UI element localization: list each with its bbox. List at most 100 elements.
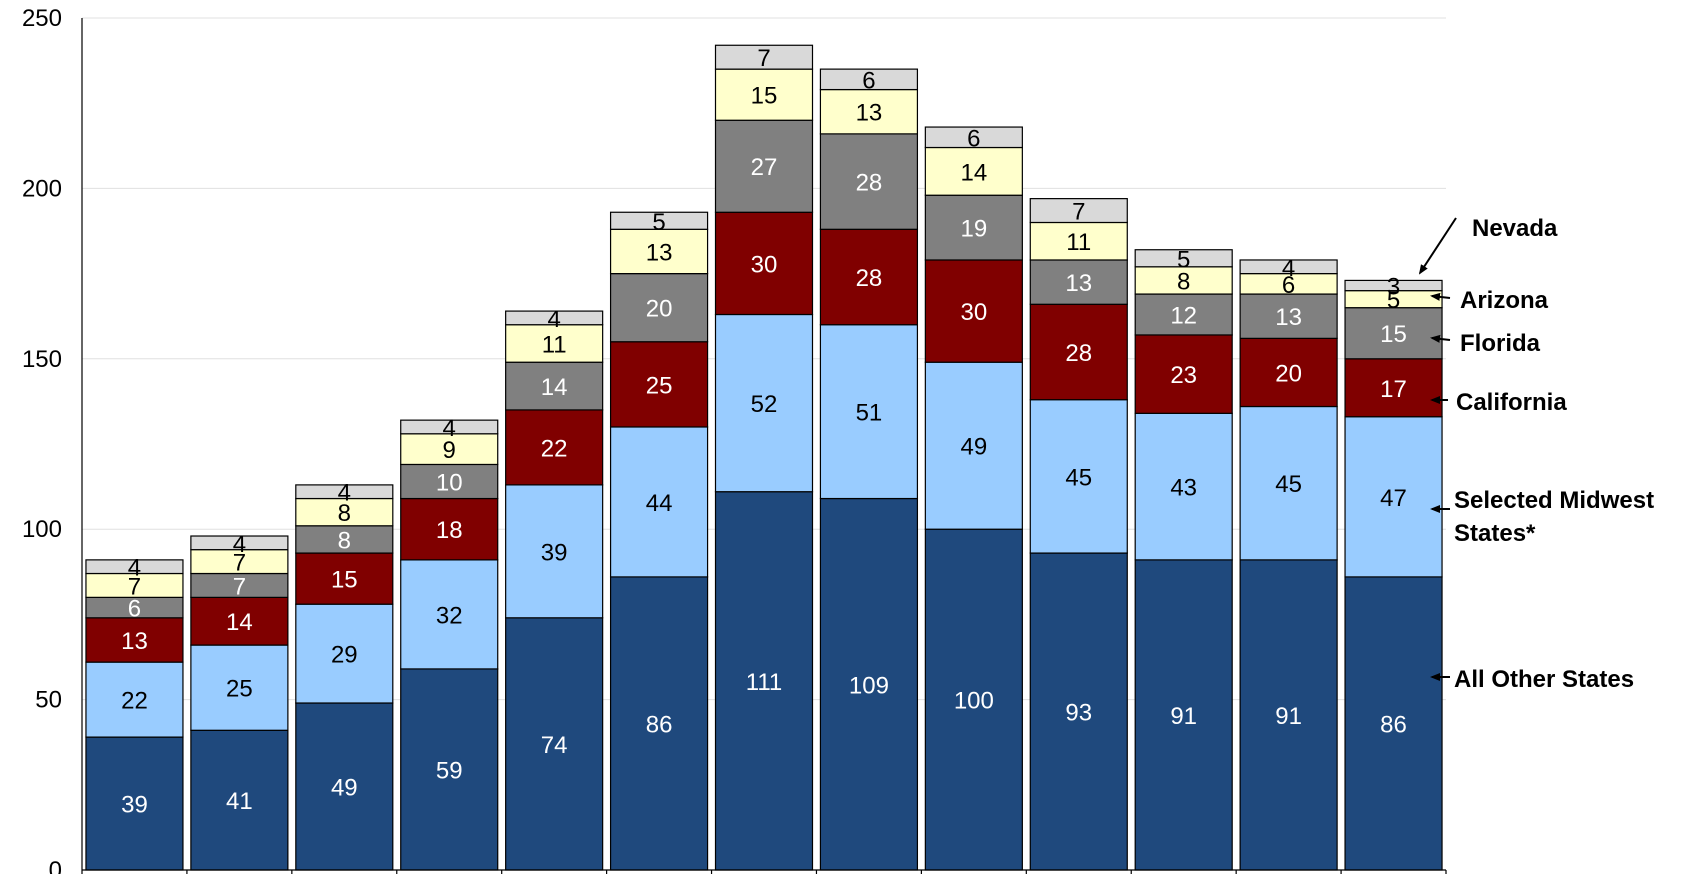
data-label: 15 — [1380, 321, 1407, 348]
data-label: 25 — [646, 372, 673, 399]
bar-segment — [1029, 198, 1128, 224]
data-label: 14 — [226, 609, 253, 636]
bar-segment — [819, 68, 919, 91]
bar-segment — [609, 576, 709, 871]
data-label: 74 — [541, 732, 568, 759]
data-label: 20 — [646, 296, 673, 323]
data-label: 11 — [542, 331, 567, 358]
bar-segment — [819, 88, 919, 135]
y-tick-label: 100 — [22, 516, 62, 543]
data-label: 27 — [751, 154, 778, 181]
bar-segment — [505, 484, 604, 619]
bar-segment — [714, 491, 814, 871]
data-label: 7 — [128, 573, 141, 600]
bar-segment — [1344, 576, 1443, 871]
bar-segment — [924, 146, 1023, 196]
data-label: 45 — [1275, 471, 1302, 498]
data-label: 5 — [652, 209, 665, 236]
data-label: 43 — [1170, 475, 1197, 502]
data-label: 44 — [646, 490, 673, 517]
legend-label: California — [1456, 389, 1567, 416]
bar-segment — [505, 310, 604, 326]
data-label: 100 — [954, 688, 994, 715]
bar-segment — [85, 736, 184, 871]
y-tick-label: 200 — [22, 175, 62, 202]
legend-arrow — [1430, 292, 1451, 301]
legend-arrow — [1430, 334, 1451, 343]
bar-segment — [1134, 293, 1233, 336]
data-label: 52 — [751, 391, 778, 418]
bar-segment — [190, 729, 289, 871]
bar-segment — [400, 559, 499, 670]
bar-segment — [505, 324, 604, 363]
data-label: 28 — [856, 265, 883, 292]
data-label: 4 — [338, 480, 351, 507]
bar-segment — [714, 44, 814, 70]
y-tick-label: 250 — [22, 5, 62, 32]
bar-segment — [85, 661, 184, 738]
bar-segment — [1239, 259, 1338, 275]
data-label: 6 — [862, 67, 875, 94]
data-label: 12 — [1170, 302, 1197, 329]
bar-segment — [1134, 412, 1233, 561]
bar-segment — [1344, 279, 1443, 292]
bar-segment — [609, 273, 709, 343]
data-label: 7 — [757, 45, 770, 72]
data-label: 51 — [856, 400, 883, 427]
data-label: 13 — [121, 628, 148, 655]
data-label: 4 — [128, 555, 141, 582]
data-label: 3 — [1387, 274, 1400, 301]
bar-segment — [819, 497, 919, 871]
data-label: 86 — [1380, 711, 1407, 738]
data-label: 7 — [233, 573, 246, 600]
data-label: 8 — [338, 527, 351, 554]
y-tick-label: 50 — [35, 687, 62, 714]
data-label: 59 — [436, 757, 463, 784]
bar-segment — [1029, 303, 1128, 401]
data-label: 11 — [1066, 229, 1091, 256]
data-label: 86 — [646, 711, 673, 738]
bar-segment — [609, 426, 709, 578]
data-label: 4 — [547, 306, 560, 333]
data-label: 29 — [331, 642, 358, 669]
data-label: 14 — [960, 159, 987, 186]
bar-segment — [190, 535, 289, 551]
bar-segment — [714, 68, 814, 121]
data-label: 111 — [746, 669, 782, 696]
bar-segment — [505, 617, 604, 871]
bar-segment — [190, 644, 289, 731]
data-label: 7 — [233, 550, 246, 577]
bar-segment — [295, 497, 394, 527]
bar-segment — [924, 194, 1023, 261]
bar-segment — [1239, 337, 1338, 408]
legend-arrow — [1418, 217, 1457, 275]
data-label: 13 — [1065, 270, 1092, 297]
bar-segment — [924, 259, 1023, 363]
data-label: 8 — [1177, 268, 1190, 295]
bar-segment — [295, 525, 394, 554]
data-label: 32 — [436, 602, 463, 629]
data-label: 6 — [128, 596, 141, 623]
data-label: 6 — [967, 125, 980, 152]
data-label: 15 — [751, 83, 778, 110]
bar-segment — [1134, 249, 1233, 268]
bar-segment — [714, 119, 814, 213]
data-label: 8 — [338, 500, 351, 527]
bar-segment — [295, 552, 394, 605]
bar-segment — [1029, 399, 1128, 554]
data-label: 18 — [436, 517, 463, 544]
legend-label: Florida — [1460, 330, 1541, 357]
data-label: 45 — [1065, 464, 1092, 491]
data-label: 91 — [1275, 703, 1302, 730]
data-label: 28 — [856, 170, 883, 197]
data-label: 5 — [1177, 246, 1190, 273]
data-label: 25 — [226, 676, 253, 703]
data-label: 13 — [1275, 304, 1302, 331]
data-label: 28 — [1065, 340, 1092, 367]
data-label: 47 — [1380, 485, 1407, 512]
bar-segment — [295, 702, 394, 871]
bar-segment — [400, 463, 499, 500]
data-label: 7 — [1072, 199, 1085, 226]
data-label: 22 — [541, 435, 568, 462]
data-label: 91 — [1170, 703, 1197, 730]
